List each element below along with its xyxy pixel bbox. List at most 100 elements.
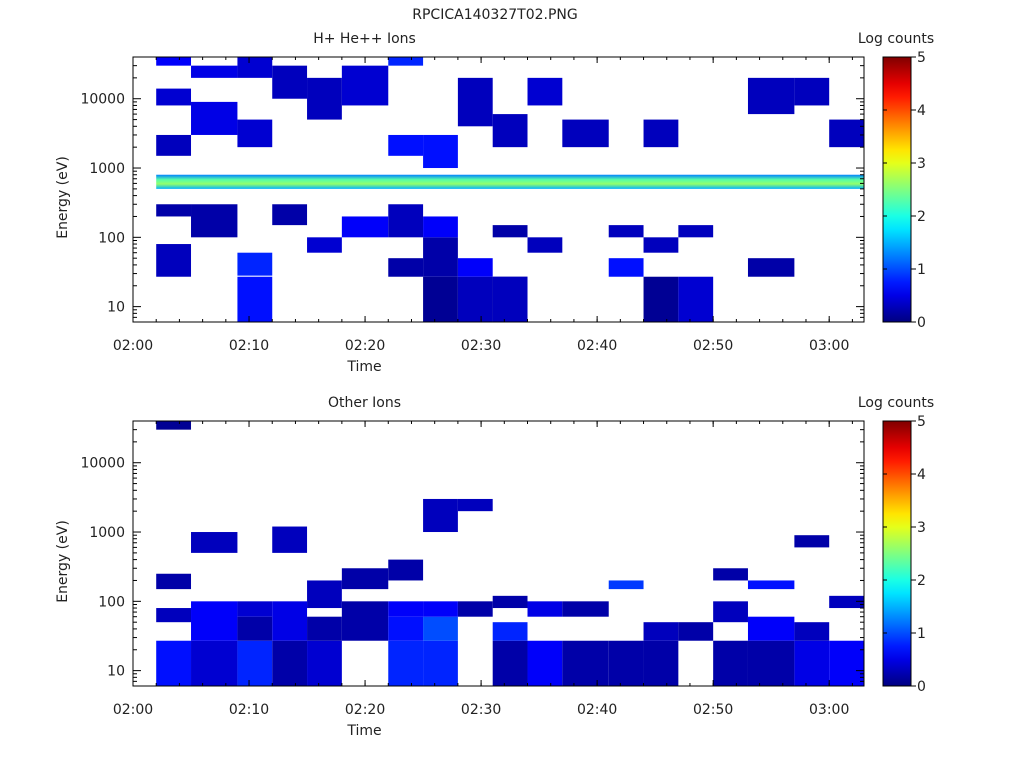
heatmap-cell bbox=[341, 65, 389, 106]
heatmap-cell bbox=[794, 622, 830, 641]
heatmap-cell bbox=[388, 258, 424, 277]
heatmap-cell bbox=[237, 616, 273, 641]
heatmap-cell bbox=[747, 77, 795, 115]
heatmap-cell bbox=[423, 616, 458, 641]
colorbar-tick-label: 5 bbox=[917, 50, 926, 66]
y-tick-label: 1000 bbox=[89, 525, 125, 541]
colorbar-tick-label: 5 bbox=[917, 414, 926, 430]
heatmap-cell bbox=[388, 616, 424, 641]
heatmap-cell bbox=[747, 616, 795, 641]
x-tick-label: 03:00 bbox=[809, 338, 849, 354]
panel-2: 02:00 02:10 02:20 02:30 02:40 02:50 03:0010100… bbox=[55, 395, 934, 739]
heatmap-cell bbox=[713, 640, 748, 686]
heatmap-cell bbox=[191, 204, 238, 238]
heatmap-cell bbox=[527, 640, 563, 686]
heatmap-cell bbox=[388, 57, 424, 66]
heatmap-cell bbox=[678, 276, 714, 322]
heatmap-cell bbox=[608, 225, 644, 238]
heatmap-cell bbox=[492, 595, 528, 609]
colorbar-label: Log counts bbox=[858, 395, 934, 411]
colorbar-tick-label: 2 bbox=[917, 209, 926, 225]
x-axis-label: Time bbox=[346, 359, 381, 375]
plot-frame bbox=[132, 56, 865, 323]
heatmap-cell bbox=[643, 237, 679, 253]
heatmap-cell bbox=[307, 580, 342, 609]
y-tick-label: 100 bbox=[98, 594, 125, 610]
heatmap-cell bbox=[608, 258, 644, 277]
heatmap-cell bbox=[388, 601, 424, 617]
colorbar-tick-label: 0 bbox=[917, 315, 926, 331]
x-tick-label: 02:50 bbox=[693, 338, 733, 354]
heatmap-cell bbox=[492, 114, 528, 148]
heatmap-cell bbox=[643, 276, 679, 322]
x-tick-label: 02:00 bbox=[113, 338, 153, 354]
heatmap-cell bbox=[307, 640, 342, 686]
heatmap-cell bbox=[237, 601, 273, 617]
heatmap-cell bbox=[191, 601, 238, 641]
y-axis-label: Energy (eV) bbox=[55, 156, 71, 239]
heatmap-cell bbox=[423, 134, 458, 169]
colorbar-tick-label: 3 bbox=[917, 520, 926, 536]
heatmap-cell bbox=[457, 601, 493, 617]
heatmap-cell bbox=[237, 119, 273, 148]
heatmap-cell bbox=[492, 225, 528, 238]
colorbar-tick-label: 2 bbox=[917, 573, 926, 589]
heatmap-cell bbox=[747, 258, 795, 277]
heatmap-cell bbox=[747, 580, 795, 590]
heatmap-cell bbox=[457, 276, 493, 322]
heatmap-cell bbox=[713, 568, 748, 581]
colorbar-tick-label: 1 bbox=[917, 626, 926, 642]
heatmap-cell bbox=[527, 77, 563, 106]
heatmap-cell bbox=[527, 237, 563, 253]
heatmap-cell bbox=[423, 601, 458, 617]
heatmap-cell bbox=[562, 640, 609, 686]
heatmap-cell bbox=[156, 134, 192, 156]
heatmap-cell bbox=[191, 532, 238, 553]
heatmap-cell bbox=[423, 640, 458, 686]
x-tick-label: 02:30 bbox=[461, 338, 501, 354]
x-axis-label: Time bbox=[346, 723, 381, 739]
colorbar-label: Log counts bbox=[858, 31, 934, 47]
colorbar-tick-label: 4 bbox=[917, 467, 926, 483]
heatmap-cells bbox=[156, 57, 864, 322]
colorbar-tick-label: 3 bbox=[917, 156, 926, 172]
panel-title: Other Ions bbox=[328, 395, 401, 411]
heatmap-cell bbox=[829, 119, 864, 148]
y-tick-label: 10 bbox=[107, 664, 125, 680]
heatmap-cell bbox=[156, 204, 192, 217]
x-tick-label: 02:50 bbox=[693, 702, 733, 718]
y-tick-label: 100 bbox=[98, 230, 125, 246]
heatmap-cell bbox=[457, 77, 493, 127]
heatmap-cell bbox=[643, 622, 679, 641]
heatmap-cell bbox=[272, 601, 308, 641]
y-axis-label: Energy (eV) bbox=[55, 520, 71, 603]
panel-1: 02:00 02:10 02:20 02:30 02:40 02:50 03:0010100… bbox=[55, 31, 934, 375]
heatmap-cell bbox=[794, 535, 830, 548]
heatmap-cell bbox=[237, 276, 273, 322]
heatmap-cell bbox=[272, 640, 308, 686]
heatmap-cell bbox=[237, 640, 273, 686]
colorbar-tick-label: 0 bbox=[917, 679, 926, 695]
heatmap-cell bbox=[562, 119, 609, 148]
heatmap-cell bbox=[527, 601, 563, 617]
x-tick-label: 02:10 bbox=[229, 702, 269, 718]
x-tick-label: 02:20 bbox=[345, 702, 385, 718]
heatmap-cell bbox=[341, 568, 389, 590]
heatmap-cell bbox=[156, 244, 192, 277]
heatmap-cell bbox=[156, 421, 192, 430]
heatmap-cell bbox=[388, 640, 424, 686]
heatmap-cell bbox=[307, 616, 342, 641]
y-tick-label: 10 bbox=[107, 300, 125, 316]
heatmap-cell bbox=[272, 526, 308, 553]
heatmap-cell bbox=[423, 276, 458, 322]
heatmap-cell bbox=[608, 580, 644, 590]
heatmap-cell bbox=[156, 608, 192, 623]
y-tick-label: 10000 bbox=[80, 92, 125, 108]
heatmap-cell bbox=[388, 134, 424, 156]
heatmap-cell bbox=[643, 640, 679, 686]
heatmap-cell bbox=[191, 640, 238, 686]
heatmap-cell bbox=[829, 595, 864, 609]
heatmap-cell bbox=[562, 601, 609, 617]
colorbar bbox=[882, 420, 912, 687]
